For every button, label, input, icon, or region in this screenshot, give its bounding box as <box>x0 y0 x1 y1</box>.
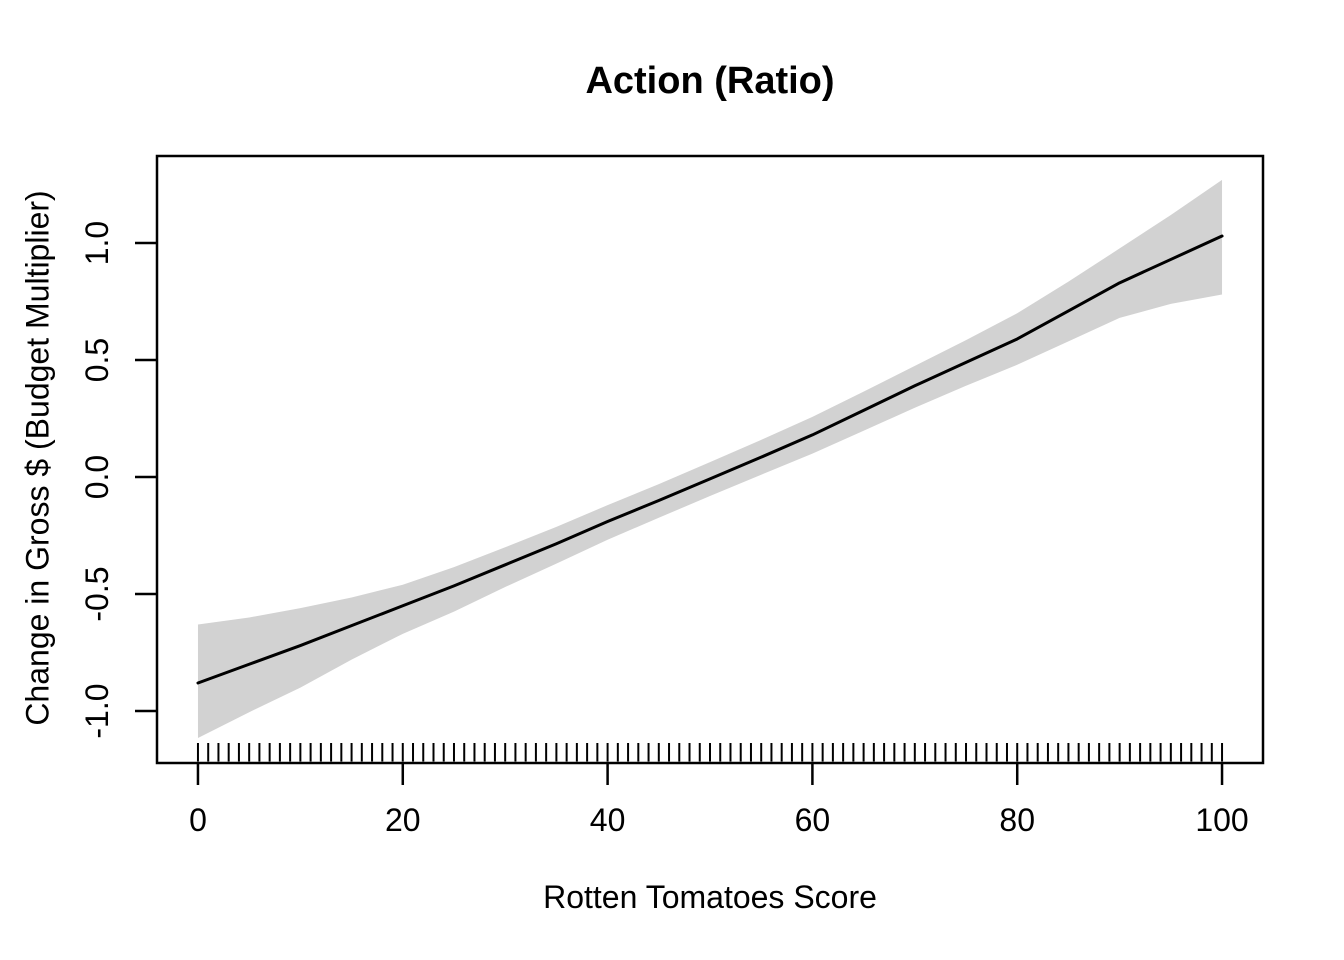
fit-line <box>196 234 1224 685</box>
y-tick-label: 1.0 <box>79 221 115 265</box>
x-tick-label: 0 <box>189 802 207 838</box>
y-tick-label: -1.0 <box>79 683 115 738</box>
plot-box <box>155 154 1265 765</box>
y-tick-label: 0.0 <box>79 455 115 499</box>
x-tick-label: 40 <box>590 802 626 838</box>
y-tick-label: -0.5 <box>79 566 115 621</box>
y-tick-label: 0.5 <box>79 338 115 382</box>
chart-title: Action (Ratio) <box>585 60 835 102</box>
x-tick-label: 100 <box>1195 802 1248 838</box>
x-tick-label: 80 <box>999 802 1035 838</box>
x-tick-label: 60 <box>795 802 831 838</box>
y-axis-title: Change in Gross $ (Budget Multiplier) <box>19 190 56 726</box>
x-tick-label: 20 <box>385 802 421 838</box>
x-axis-title: Rotten Tomatoes Score <box>543 879 877 915</box>
confidence-band <box>197 179 1223 738</box>
